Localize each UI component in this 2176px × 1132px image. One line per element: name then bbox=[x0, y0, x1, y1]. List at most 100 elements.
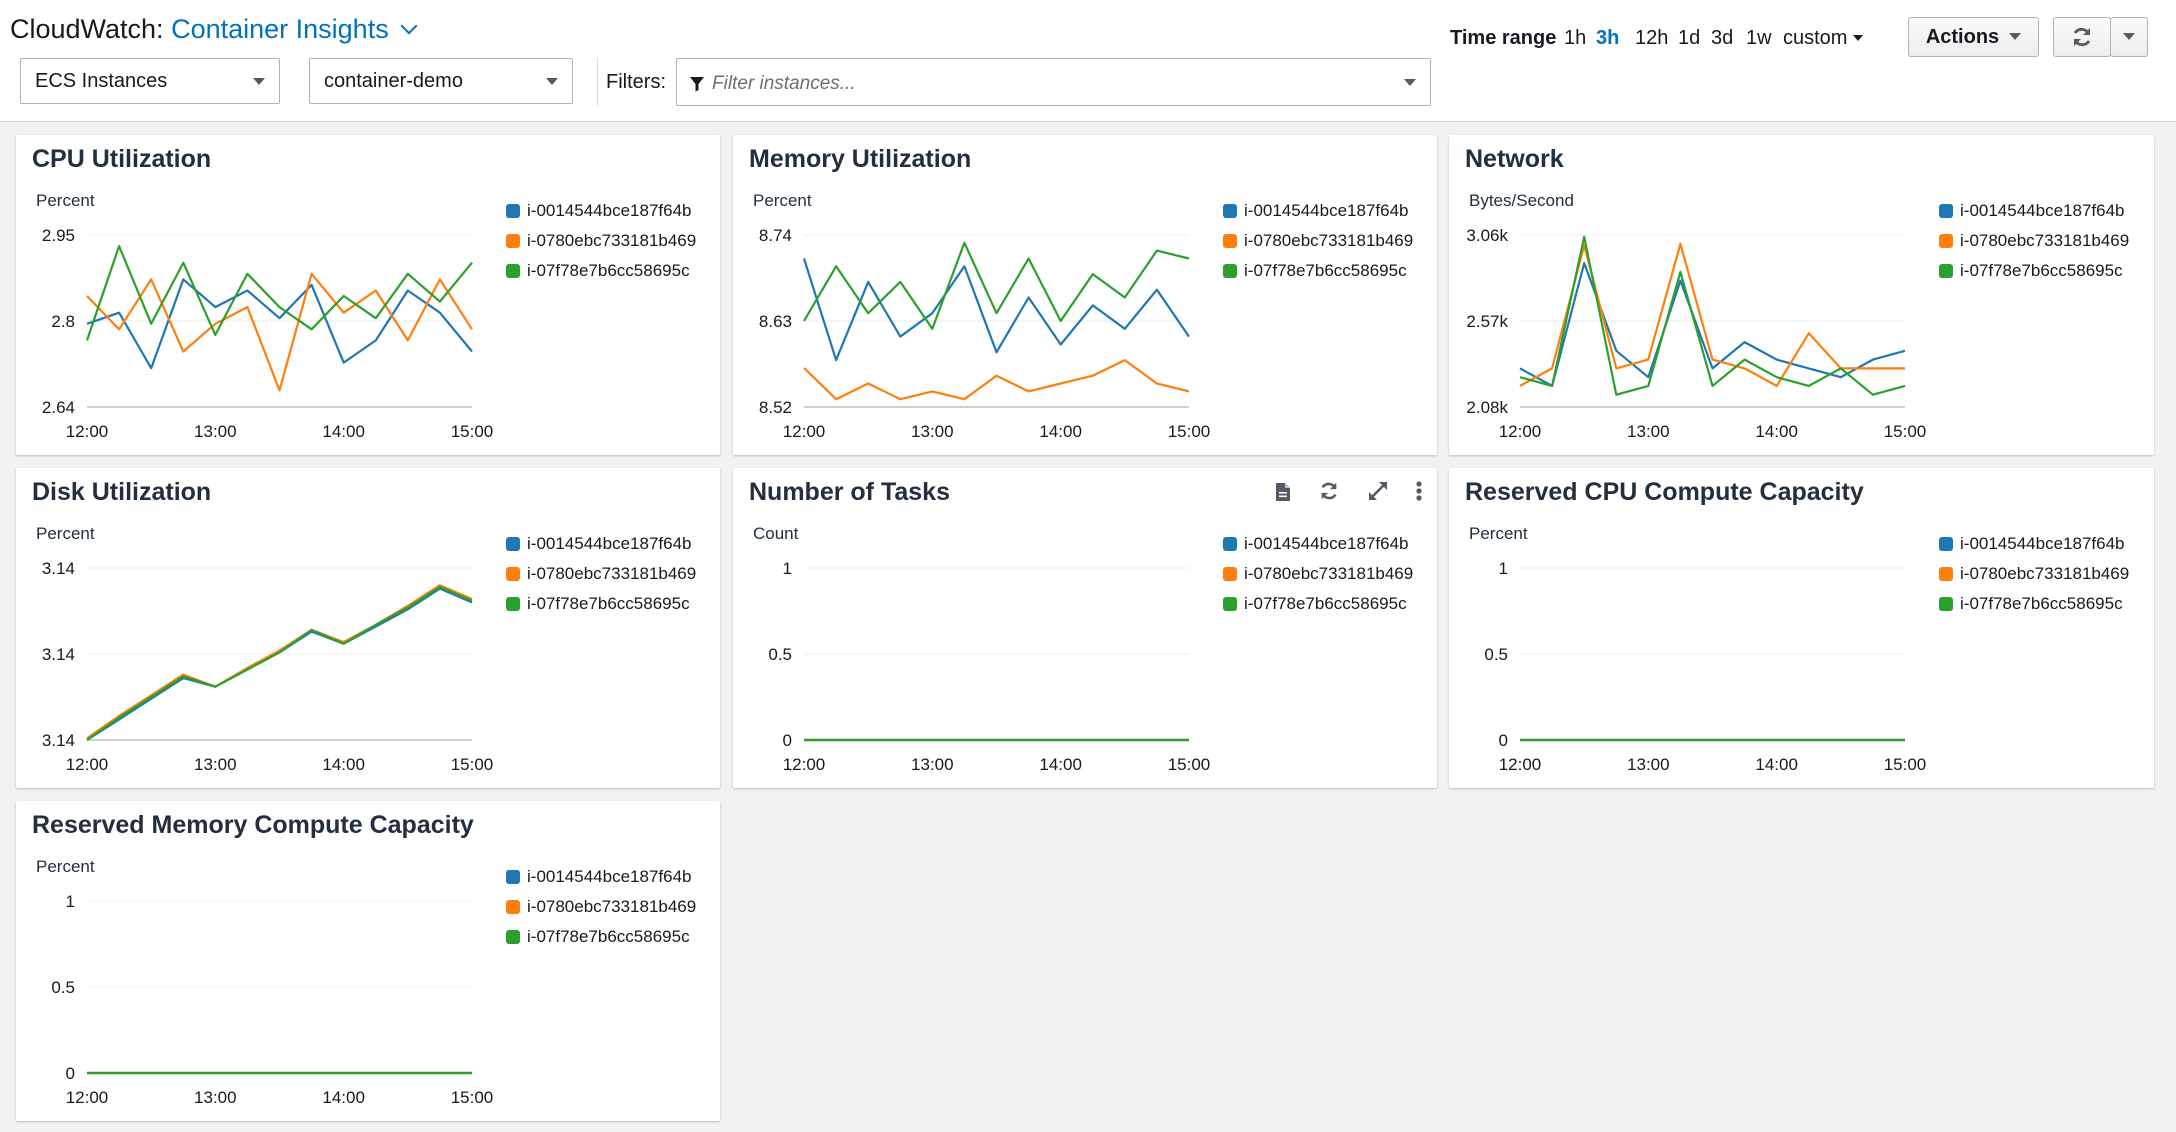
x-tick-label: 15:00 bbox=[1884, 755, 1927, 774]
legend-item[interactable]: i-0780ebc733181b469 bbox=[1223, 231, 1413, 261]
x-tick-label: 12:00 bbox=[783, 422, 826, 441]
reserved-cpu-widget: Reserved CPU Compute Capacity Percent 0 0.5… bbox=[1449, 468, 2154, 788]
legend-swatch bbox=[506, 567, 520, 581]
more-vertical-icon[interactable] bbox=[1415, 480, 1423, 507]
widget-title: Disk Utilization bbox=[32, 478, 212, 506]
legend-item[interactable]: i-0014544bce187f64b bbox=[506, 534, 696, 564]
time-option-1h[interactable]: 1h bbox=[1564, 27, 1587, 49]
legend-label: i-0780ebc733181b469 bbox=[1244, 231, 1414, 250]
y-axis-unit-label: Percent bbox=[1469, 524, 1528, 543]
refresh-icon[interactable] bbox=[1318, 480, 1340, 507]
legend-item[interactable]: i-07f78e7b6cc58695c bbox=[506, 261, 696, 291]
expand-icon[interactable] bbox=[1367, 480, 1389, 507]
legend-item[interactable]: i-07f78e7b6cc58695c bbox=[506, 594, 696, 624]
series-line-0[interactable] bbox=[802, 258, 1190, 362]
container-insights-link[interactable]: Container Insights bbox=[171, 14, 389, 44]
legend-item[interactable]: i-0780ebc733181b469 bbox=[506, 564, 696, 594]
legend-item[interactable]: i-0780ebc733181b469 bbox=[1939, 231, 2129, 261]
page-title: CloudWatch: Container Insights bbox=[10, 14, 418, 45]
filter-instances-input[interactable]: Filter instances... bbox=[676, 58, 1431, 106]
legend-item[interactable]: i-07f78e7b6cc58695c bbox=[1939, 261, 2129, 291]
top-toolbar: CloudWatch: Container Insights ECS Insta… bbox=[0, 0, 2176, 122]
y-tick-label: 1 bbox=[783, 559, 792, 578]
refresh-options-button[interactable] bbox=[2110, 17, 2148, 57]
time-option-1w[interactable]: 1w bbox=[1746, 27, 1772, 49]
legend-swatch bbox=[1939, 264, 1953, 278]
legend-item[interactable]: i-07f78e7b6cc58695c bbox=[1223, 261, 1413, 291]
time-option-3d[interactable]: 3d bbox=[1711, 27, 1734, 49]
time-option-custom[interactable]: custom bbox=[1783, 27, 1864, 50]
chevron-down-icon[interactable] bbox=[400, 17, 418, 35]
x-tick-label: 14:00 bbox=[1755, 755, 1798, 774]
y-tick-label: 2.64 bbox=[42, 398, 75, 417]
series-line-0[interactable] bbox=[1519, 262, 1906, 387]
y-tick-label: 3.06k bbox=[1466, 226, 1508, 245]
series-line-1[interactable] bbox=[86, 584, 473, 740]
caret-down-icon bbox=[2123, 33, 2135, 40]
x-tick-label: 12:00 bbox=[1499, 755, 1542, 774]
legend-item[interactable]: i-0780ebc733181b469 bbox=[506, 897, 696, 927]
legend-label: i-0014544bce187f64b bbox=[1960, 201, 2125, 220]
x-tick-label: 12:00 bbox=[1499, 422, 1542, 441]
legend-label: i-0014544bce187f64b bbox=[527, 867, 692, 886]
legend-item[interactable]: i-07f78e7b6cc58695c bbox=[506, 927, 696, 957]
x-tick-label: 14:00 bbox=[322, 1088, 365, 1107]
x-tick-label: 15:00 bbox=[1884, 422, 1927, 441]
time-option-1d[interactable]: 1d bbox=[1678, 27, 1701, 49]
series-line-1[interactable] bbox=[803, 359, 1190, 401]
legend-item[interactable]: i-0780ebc733181b469 bbox=[1223, 564, 1413, 594]
cluster-value: container-demo bbox=[324, 70, 463, 92]
series-line-2[interactable] bbox=[803, 241, 1190, 330]
legend-item[interactable]: i-0014544bce187f64b bbox=[1939, 201, 2129, 231]
legend-item[interactable]: i-0014544bce187f64b bbox=[1939, 534, 2129, 564]
legend-label: i-0014544bce187f64b bbox=[1960, 534, 2125, 553]
legend-label: i-0780ebc733181b469 bbox=[1244, 564, 1414, 583]
time-option-12h[interactable]: 12h bbox=[1635, 27, 1669, 49]
resource-type-select[interactable]: ECS Instances bbox=[20, 58, 280, 104]
legend-item[interactable]: i-07f78e7b6cc58695c bbox=[1939, 594, 2129, 624]
legend-label: i-0014544bce187f64b bbox=[527, 201, 692, 220]
chart-legend: i-0014544bce187f64b i-0780ebc733181b469 i-… bbox=[1939, 201, 2129, 291]
refresh-button[interactable] bbox=[2053, 17, 2111, 57]
widget-title: Number of Tasks bbox=[749, 478, 950, 506]
legend-label: i-0014544bce187f64b bbox=[1244, 201, 1409, 220]
legend-label: i-07f78e7b6cc58695c bbox=[527, 261, 690, 280]
series-line-1[interactable] bbox=[86, 272, 473, 392]
legend-item[interactable]: i-0014544bce187f64b bbox=[506, 867, 696, 897]
legend-item[interactable]: i-07f78e7b6cc58695c bbox=[1223, 594, 1413, 624]
legend-label: i-07f78e7b6cc58695c bbox=[1960, 594, 2123, 613]
series-line-0[interactable] bbox=[86, 278, 473, 370]
legend-swatch bbox=[1939, 204, 1953, 218]
widget-title: Network bbox=[1465, 145, 1564, 173]
series-line-2[interactable] bbox=[85, 244, 473, 341]
actions-button[interactable]: Actions bbox=[1908, 17, 2039, 57]
series-line-2[interactable] bbox=[86, 585, 473, 741]
legend-swatch bbox=[506, 870, 520, 884]
disk-utilization-widget: Disk Utilization Percent 3.14 3.14 3.14 12:00… bbox=[16, 468, 720, 788]
legend-item[interactable]: i-0014544bce187f64b bbox=[1223, 201, 1413, 231]
x-tick-label: 15:00 bbox=[451, 755, 494, 774]
time-option-3h[interactable]: 3h bbox=[1596, 27, 1620, 49]
series-line-0[interactable] bbox=[86, 587, 473, 741]
x-tick-label: 14:00 bbox=[1755, 422, 1798, 441]
line-chart: 0 0.5 1 12:00 13:00 14:00 15:00 bbox=[1484, 559, 1927, 774]
filter-placeholder: Filter instances... bbox=[712, 73, 856, 94]
legend-item[interactable]: i-0014544bce187f64b bbox=[1223, 534, 1413, 564]
series-line-2[interactable] bbox=[1519, 235, 1906, 396]
legend-item[interactable]: i-0014544bce187f64b bbox=[506, 201, 696, 231]
x-tick-label: 14:00 bbox=[1039, 755, 1082, 774]
y-tick-label: 8.63 bbox=[759, 312, 792, 331]
legend-item[interactable]: i-0780ebc733181b469 bbox=[1939, 564, 2129, 594]
document-icon[interactable] bbox=[1274, 482, 1292, 507]
x-tick-label: 13:00 bbox=[911, 422, 954, 441]
cluster-select[interactable]: container-demo bbox=[309, 58, 573, 104]
legend-item[interactable]: i-0780ebc733181b469 bbox=[506, 231, 696, 261]
custom-label: custom bbox=[1783, 27, 1848, 49]
y-axis-unit-label: Percent bbox=[753, 191, 812, 210]
x-tick-label: 15:00 bbox=[1168, 422, 1211, 441]
y-tick-label: 8.74 bbox=[759, 226, 792, 245]
legend-swatch bbox=[1223, 234, 1237, 248]
legend-swatch bbox=[506, 900, 520, 914]
y-tick-label: 2.57k bbox=[1466, 312, 1508, 331]
legend-label: i-0780ebc733181b469 bbox=[527, 231, 697, 250]
